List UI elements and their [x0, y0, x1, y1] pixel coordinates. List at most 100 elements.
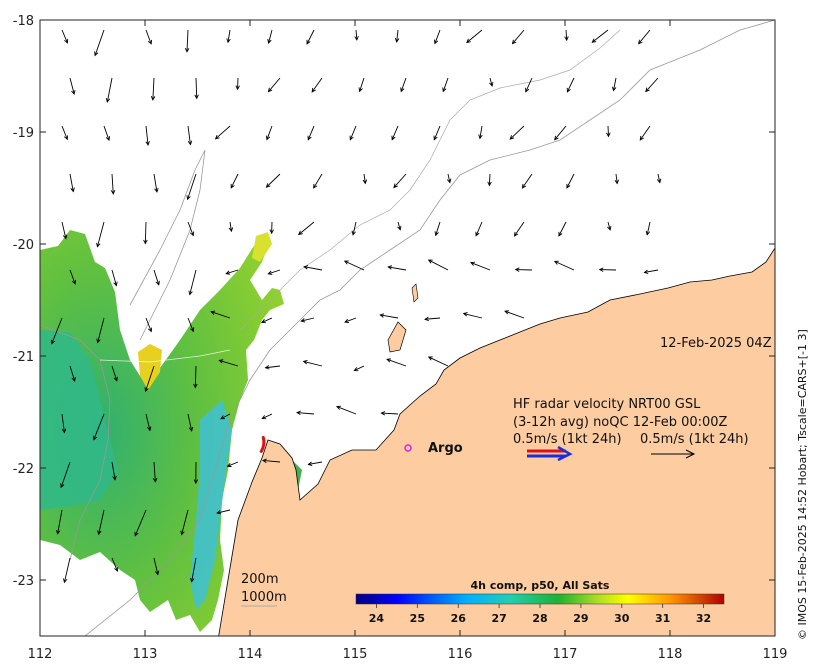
current-arrow-head: [97, 530, 102, 536]
current-arrow-head: [147, 39, 153, 45]
current-arrow-shaft: [230, 173, 239, 189]
current-arrow-shaft: [639, 125, 651, 141]
current-arrow-head: [187, 140, 193, 146]
current-arrow-shaft: [591, 29, 609, 43]
current-arrow-head: [64, 38, 69, 44]
current-arrow-head: [313, 183, 318, 189]
current-arrow-shaft: [153, 173, 158, 192]
current-arrow-head: [489, 81, 494, 87]
current-arrow-head: [509, 135, 515, 140]
sst-cool-patch: [40, 330, 118, 510]
current-arrow-shaft: [145, 29, 152, 45]
current-arrow-head: [96, 338, 101, 344]
current-arrow-head: [60, 483, 65, 489]
current-arrow-head: [50, 339, 56, 345]
current-arrow-head: [112, 475, 117, 481]
current-arrow-head: [94, 51, 99, 57]
land-mass: [218, 247, 775, 636]
current-arrow-head: [566, 183, 571, 189]
current-arrow-head: [188, 426, 194, 432]
current-arrow-shaft: [645, 77, 659, 92]
current-arrow-shaft: [145, 365, 155, 392]
current-arrow-head: [155, 280, 160, 286]
current-arrow-shaft: [194, 365, 197, 388]
current-arrow-head: [611, 86, 617, 92]
current-vectors: [50, 29, 662, 584]
current-arrow-head: [105, 97, 111, 103]
argo-label: Argo: [428, 441, 463, 456]
current-arrow-shaft: [153, 461, 156, 482]
current-arrow-shaft: [313, 173, 323, 189]
colorbar-tick-label: 31: [655, 612, 670, 625]
legend-radar-arrow: [527, 445, 573, 462]
current-arrow-shaft: [187, 173, 197, 200]
x-tick-label: 119: [763, 647, 788, 662]
current-arrow-shaft: [195, 77, 198, 99]
current-arrow-shaft: [388, 266, 407, 271]
current-arrow-head: [643, 269, 649, 275]
current-arrow-shaft: [111, 269, 117, 286]
current-arrow-shaft: [504, 310, 525, 319]
current-arrow-head: [307, 461, 313, 467]
current-arrow-head: [145, 141, 150, 146]
current-arrow-head: [193, 479, 199, 485]
current-arrow-shaft: [638, 29, 651, 44]
current-arrow-head: [391, 135, 396, 141]
current-arrow-shaft: [61, 413, 65, 433]
current-arrow-head: [645, 230, 651, 236]
current-arrow-head: [144, 387, 149, 393]
current-arrow-head: [302, 360, 308, 365]
current-arrow-shaft: [152, 77, 155, 100]
sst-yellow-strip: [252, 232, 272, 262]
current-arrow-head: [475, 231, 480, 237]
current-arrow-head: [343, 260, 349, 265]
current-arrow-head: [564, 36, 569, 42]
current-arrow-shaft: [189, 269, 197, 295]
current-arrow-shaft: [489, 77, 493, 87]
island: [387, 321, 407, 353]
current-arrow-shaft: [397, 221, 401, 230]
current-arrow-shaft: [94, 29, 105, 56]
current-arrow-shaft: [215, 125, 231, 140]
current-arrow-shaft: [488, 173, 491, 186]
current-arrow-head: [442, 87, 447, 93]
current-arrow-head: [225, 270, 231, 275]
legend-line2: (3-12h avg) noQC 12-Feb 00:00Z: [513, 415, 728, 430]
current-arrow-shaft: [307, 125, 315, 140]
current-arrow-shaft: [435, 221, 441, 236]
contour-plateau: [129, 149, 206, 341]
current-arrow-shaft: [607, 221, 611, 231]
current-arrow-head: [307, 135, 312, 141]
current-arrow-head: [152, 477, 158, 483]
current-arrow-head: [261, 458, 267, 463]
current-arrow-shaft: [393, 173, 407, 188]
current-arrow-head: [351, 230, 356, 236]
current-arrow-head: [147, 327, 153, 333]
current-arrow-shaft: [227, 29, 231, 43]
current-arrow-head: [113, 281, 118, 287]
current-arrow-head: [216, 510, 222, 515]
current-arrow-head: [514, 267, 520, 272]
current-arrow-head: [311, 87, 316, 93]
current-arrow-shaft: [400, 77, 407, 92]
current-arrow-head: [637, 39, 643, 45]
current-arrow-shaft: [268, 77, 281, 92]
current-arrow-shaft: [566, 77, 575, 93]
current-arrow-shaft: [111, 173, 114, 194]
current-arrow-shaft: [615, 173, 618, 184]
current-arrow-shaft: [554, 125, 567, 140]
current-arrow-shaft: [145, 125, 149, 146]
current-arrow-shaft: [308, 461, 323, 465]
current-arrow-shaft: [433, 125, 441, 140]
current-arrow-head: [230, 183, 235, 189]
current-arrow-head: [380, 411, 386, 416]
current-arrow-shaft: [153, 557, 159, 575]
current-arrow-head: [147, 426, 152, 432]
current-arrow-shaft: [187, 317, 194, 332]
current-arrow-head: [296, 410, 301, 416]
current-arrow-head: [400, 87, 405, 93]
current-arrow-head: [358, 87, 363, 93]
current-arrow-shaft: [359, 77, 365, 92]
current-arrow-shaft: [296, 412, 315, 415]
current-arrow-head: [264, 365, 270, 370]
